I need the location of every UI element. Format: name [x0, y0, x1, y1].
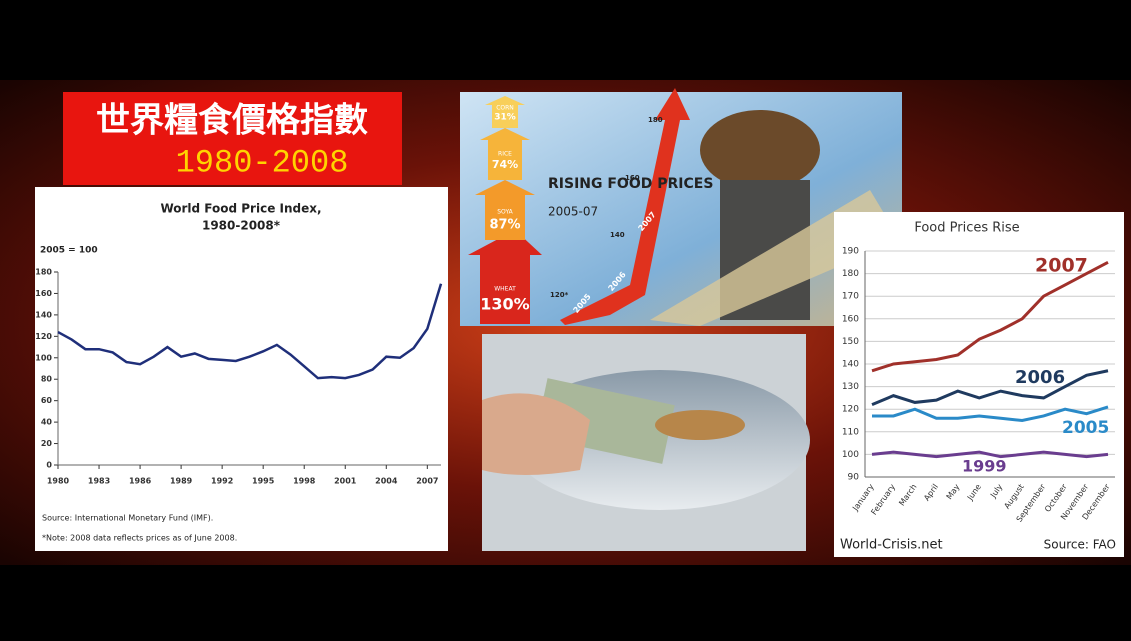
coins: [655, 410, 745, 440]
legend-label: 2006: [1015, 367, 1065, 388]
legend-label: 2007: [1035, 255, 1088, 277]
x-tick-label: 1986: [129, 477, 152, 486]
x-tick-label: 1989: [170, 477, 193, 486]
y-tick-label: 0: [46, 461, 52, 470]
line: [872, 405, 1109, 423]
note: *Note: 2008 data reflects prices as of J…: [42, 534, 237, 543]
y-tick-label: 110: [842, 427, 859, 437]
item-label: 74%: [492, 158, 518, 171]
y-tick-label: 100: [35, 353, 52, 362]
chart-panel: [35, 187, 448, 551]
infographic-subtitle: 2005-07: [548, 205, 598, 219]
scale-label: 160: [625, 174, 640, 182]
farmer-hat: [700, 110, 820, 190]
x-tick-label: 1992: [211, 477, 233, 486]
item-label: 31%: [494, 113, 516, 123]
y-tick-label: 20: [41, 439, 53, 448]
hand: [482, 393, 590, 475]
chart-title: World Food Price Index,: [160, 202, 321, 216]
line: [871, 369, 1109, 407]
x-tick-label: 2001: [334, 477, 357, 486]
line: [871, 260, 1109, 373]
item-name: WHEAT: [494, 286, 516, 293]
y-tick-label: 130: [842, 382, 859, 392]
item-name: RICE: [498, 151, 512, 158]
slide-title: 世界糧食價格指數: [96, 101, 368, 141]
y-tick-label: 40: [41, 418, 53, 427]
arrow-corn: [485, 96, 525, 128]
line: [871, 450, 1109, 459]
y-tick-label: 190: [842, 247, 859, 257]
infographic-photo: [460, 92, 902, 326]
scale-label: 180: [648, 116, 663, 124]
x-tick-label: 2007: [416, 477, 438, 486]
line: [57, 283, 443, 380]
item-name: SOYA: [497, 209, 513, 216]
source: Source: FAO: [1044, 538, 1116, 552]
y-tick-label: 180: [35, 268, 52, 277]
legend-label: 1999: [962, 457, 1007, 476]
price-arrow: [560, 88, 690, 325]
y-tick-label: 90: [848, 473, 860, 483]
y-axis-label: 2005 = 100: [40, 246, 98, 256]
y-tick-label: 160: [35, 289, 52, 298]
y-tick-label: 140: [842, 360, 859, 370]
arrow-wheat: [468, 230, 542, 324]
source: Source: International Monetary Fund (IMF…: [42, 514, 213, 523]
scale-label: 140: [610, 231, 625, 239]
arrow-rice: [480, 128, 530, 180]
x-tick-label: 2004: [375, 477, 398, 486]
item-name: CORN: [496, 105, 514, 112]
chart-title: Food Prices Rise: [914, 221, 1019, 236]
legend-label: 2005: [1062, 418, 1109, 438]
y-tick-label: 170: [842, 292, 859, 302]
item-label: 130%: [480, 295, 529, 314]
x-tick-label: 1980: [47, 477, 70, 486]
item-label: 87%: [489, 218, 520, 233]
slide-subtitle: 1980-2008: [176, 144, 349, 181]
y-tick-label: 120: [842, 405, 859, 415]
chart-panel: [834, 212, 1124, 557]
y-tick-label: 160: [842, 314, 859, 324]
y-tick-label: 60: [41, 396, 53, 405]
scale-label: 120*: [550, 291, 569, 299]
chart-subtitle: 1980-2008*: [202, 219, 281, 233]
x-tick-label: 1998: [293, 477, 316, 486]
infographic-title: RISING FOOD PRICES: [548, 176, 713, 192]
site-credit: World-Crisis.net: [840, 538, 943, 553]
y-tick-label: 120: [35, 332, 52, 341]
arrow-soya: [475, 180, 535, 240]
title-box: [63, 92, 402, 185]
y-tick-label: 100: [842, 450, 859, 460]
x-tick-label: 1983: [88, 477, 110, 486]
y-tick-label: 150: [842, 337, 859, 347]
y-tick-label: 180: [842, 269, 859, 279]
y-tick-label: 80: [41, 375, 53, 384]
y-tick-label: 140: [35, 310, 52, 319]
x-tick-label: 1995: [252, 477, 275, 486]
